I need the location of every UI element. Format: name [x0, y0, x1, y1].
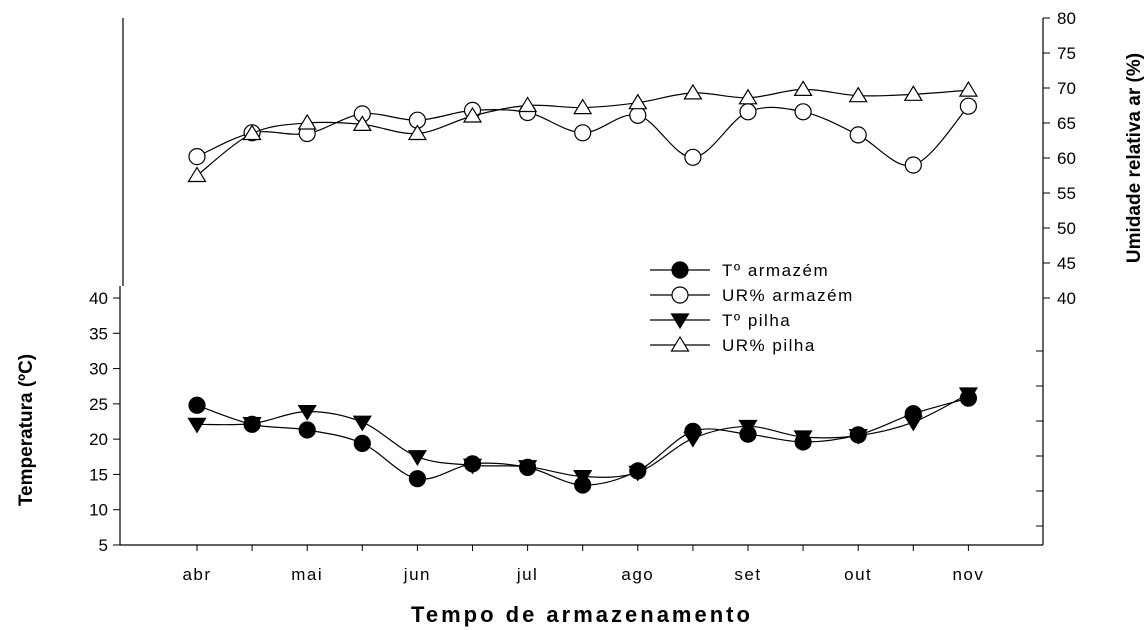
x-tick-label: ago: [621, 565, 654, 584]
right-y-axis-title: Umidade relativa ar (%): [1124, 53, 1145, 263]
data-point: [462, 458, 483, 475]
data-point: [629, 106, 647, 124]
series-to-pilha: [187, 387, 978, 486]
data-point: [573, 98, 593, 115]
left-y-tick-label: 15: [89, 465, 108, 484]
legend-label: UR% armazém: [722, 286, 854, 305]
data-point: [628, 465, 648, 482]
left-y-tick-label: 25: [89, 395, 108, 414]
legend-label: Tº armazém: [722, 261, 829, 280]
right-y-tick-label: 70: [1057, 79, 1076, 98]
data-point: [353, 434, 371, 452]
right-y-tick-label: 60: [1057, 149, 1076, 168]
data-point: [958, 80, 978, 97]
left-y-axis-title: Temperatura (ºC): [16, 354, 37, 506]
x-axis-title: Tempo de armazenamento: [411, 602, 753, 627]
x-tick-label: jun: [403, 565, 431, 584]
legend: Tº armazém UR% armazém Tº pilha UR% pilha: [650, 261, 854, 355]
data-point: [407, 124, 427, 141]
data-point: [903, 85, 923, 101]
data-point: [187, 166, 207, 183]
right-y-tick-label: 55: [1057, 184, 1076, 203]
left-y-tick-label: 30: [89, 360, 108, 379]
axes: 5 10 15 20 25 30 35 40 40 45 50 55 60 65 70 75 80 abr mai j…: [16, 9, 1145, 627]
data-point: [518, 460, 538, 476]
data-point: [959, 97, 978, 115]
x-tick-label: mai: [291, 565, 323, 584]
data-point: [738, 419, 758, 436]
data-point: [408, 470, 426, 488]
right-y-tick-label: 80: [1057, 9, 1076, 28]
data-point: [573, 469, 593, 486]
data-point: [793, 80, 813, 97]
data-point: [297, 405, 317, 421]
left-y-tick-label: 5: [99, 536, 108, 555]
legend-marker: [670, 335, 690, 352]
right-y-tick-label: 75: [1057, 44, 1076, 63]
legend-marker: [671, 286, 689, 304]
data-point: [407, 450, 427, 466]
data-point: [188, 148, 206, 166]
data-point: [903, 415, 923, 432]
x-tick-label: jul: [516, 565, 539, 584]
data-point: [574, 124, 592, 142]
right-y-tick-label: 65: [1057, 114, 1076, 133]
right-y-tick-label: 40: [1057, 289, 1076, 308]
data-point: [958, 387, 978, 404]
x-tick-label: nov: [952, 565, 984, 584]
data-point: [794, 103, 812, 121]
data-point: [242, 124, 262, 141]
data-point: [188, 396, 206, 414]
right-y-tick-label: 45: [1057, 254, 1076, 273]
data-point: [298, 421, 316, 439]
data-point: [518, 96, 538, 113]
data-point: [297, 113, 317, 130]
x-tick-label: abr: [182, 565, 211, 584]
data-point: [793, 430, 813, 447]
data-point: [848, 86, 868, 103]
data-point: [739, 103, 757, 121]
data-point: [683, 431, 703, 448]
data-point: [684, 148, 702, 166]
data-point: [849, 126, 867, 144]
data-point: [352, 115, 372, 131]
data-point: [904, 156, 922, 174]
data-point: [242, 417, 262, 433]
left-y-tick-label: 20: [89, 430, 108, 449]
legend-label: UR% pilha: [722, 336, 816, 355]
data-point: [187, 417, 207, 434]
series-ur-pilha: [187, 80, 978, 183]
data-point: [738, 88, 758, 105]
data-point: [683, 83, 703, 100]
legend-marker: [671, 261, 689, 279]
data-point: [462, 106, 483, 123]
x-tick-label: set: [734, 565, 761, 584]
left-y-tick-label: 40: [89, 289, 108, 308]
left-y-tick-label: 10: [89, 501, 108, 520]
right-y-tick-label: 50: [1057, 219, 1076, 238]
x-tick-label: out: [844, 565, 872, 584]
left-y-tick-label: 35: [89, 324, 108, 343]
legend-marker: [670, 313, 690, 330]
legend-label: Tº pilha: [722, 311, 791, 330]
data-point: [628, 93, 648, 110]
data-point: [848, 429, 868, 445]
data-point: [352, 415, 372, 432]
